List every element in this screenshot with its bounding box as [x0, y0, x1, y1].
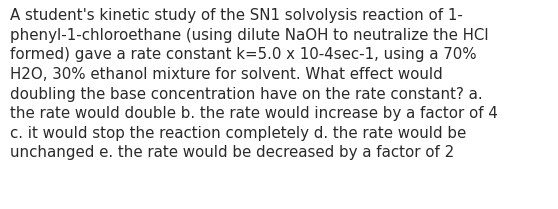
Text: A student's kinetic study of the SN1 solvolysis reaction of 1-
phenyl-1-chloroet: A student's kinetic study of the SN1 sol… — [10, 8, 498, 160]
